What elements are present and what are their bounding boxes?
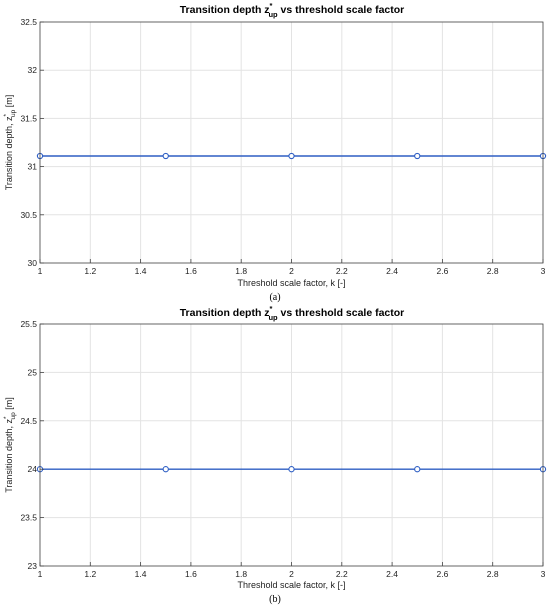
y-tick-label: 25.5	[20, 319, 37, 329]
series	[36, 466, 547, 473]
chart-panel-a: Transition depth z* up vs threshold scale…	[3, 1, 547, 303]
chart-b: Transition depth z* up vs threshold scale…	[3, 304, 547, 605]
y-tick-label: 32.5	[20, 17, 37, 27]
x-tick-label: 1.8	[235, 569, 247, 579]
x-tick-label: 2.4	[386, 569, 398, 579]
x-tick-label: 2.6	[436, 266, 448, 276]
x-tick-label: 2	[289, 569, 294, 579]
x-tick-label: 3	[541, 569, 546, 579]
y-tick-label: 31	[28, 162, 38, 172]
y-axis-label: Transition depth, z*up [m]	[3, 95, 17, 190]
x-tick-label: 2.4	[386, 266, 398, 276]
x-tick-label: 2.6	[436, 569, 448, 579]
x-tick-label: 2.2	[336, 266, 348, 276]
x-tick-label: 1.8	[235, 266, 247, 276]
y-tick-label: 24	[28, 464, 38, 474]
chart-panel-b: Transition depth z* up vs threshold scale…	[0, 303, 550, 606]
series	[36, 152, 547, 160]
x-tick-label: 1.4	[135, 266, 147, 276]
y-tick-label: 23	[28, 561, 38, 571]
x-tick-label: 1.2	[84, 266, 96, 276]
x-tick-label: 2	[289, 266, 294, 276]
y-tick-label: 23.5	[20, 513, 37, 523]
data-point	[162, 466, 169, 473]
ticks: 1 1.2 1.4 1.6 1.8 2 2.2 2.4 2.6 2.8 3 30 30.5 31 31.5 3…	[20, 17, 545, 276]
y-tick-label: 30	[28, 258, 38, 268]
x-tick-label: 1	[38, 266, 43, 276]
y-tick-label: 30.5	[20, 210, 37, 220]
data-point	[414, 152, 421, 160]
figure-caption: (a)	[269, 292, 280, 303]
y-axis-label: Transition depth, z*up [m]	[3, 397, 17, 492]
x-tick-label: 1.6	[185, 569, 197, 579]
x-axis-label: Threshold scale factor, k [-]	[237, 580, 345, 590]
chart-title: Transition depth z* up vs threshold scale…	[180, 1, 405, 19]
grid	[39, 21, 544, 264]
y-tick-label: 24.5	[20, 416, 37, 426]
y-tick-label: 25	[28, 367, 38, 377]
x-tick-label: 1.6	[185, 266, 197, 276]
data-point	[414, 466, 421, 473]
grid	[39, 323, 544, 567]
x-tick-label: 2.8	[487, 569, 499, 579]
data-point	[162, 152, 169, 160]
x-tick-label: 2.2	[336, 569, 348, 579]
chart-title: Transition depth z* up vs threshold scale…	[180, 304, 405, 322]
x-tick-label: 3	[541, 266, 546, 276]
chart-a: Transition depth z* up vs threshold scale…	[3, 1, 547, 303]
data-point	[288, 152, 295, 160]
ticks: 1 1.2 1.4 1.6 1.8 2 2.2 2.4 2.6 2.8 3 23 23.5 24 24.5 2…	[20, 319, 545, 579]
x-tick-label: 1.4	[135, 569, 147, 579]
y-tick-label: 31.5	[20, 113, 37, 123]
x-tick-label: 1	[38, 569, 43, 579]
figure-caption: (b)	[269, 594, 281, 605]
x-tick-label: 1.2	[84, 569, 96, 579]
x-tick-label: 2.8	[487, 266, 499, 276]
data-point	[288, 466, 295, 473]
x-axis-label: Threshold scale factor, k [-]	[237, 278, 345, 288]
y-tick-label: 32	[28, 65, 38, 75]
